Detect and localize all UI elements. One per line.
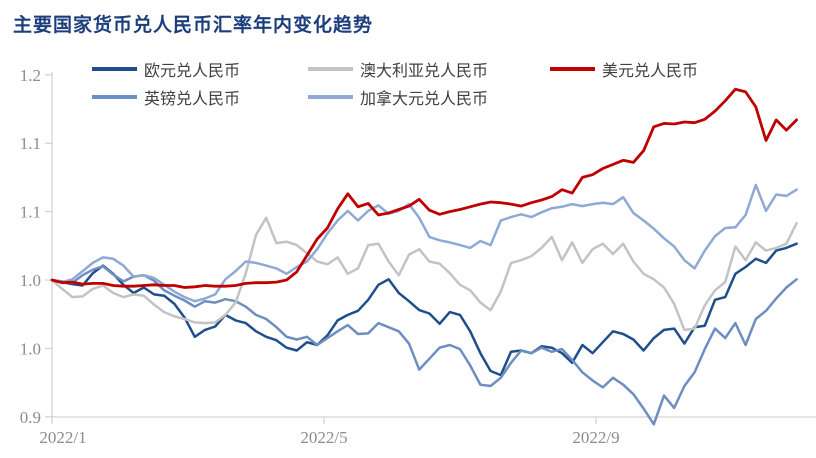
y-tick-label: 0.9 xyxy=(20,408,41,427)
legend-swatch-aud xyxy=(308,67,353,71)
y-tick-label: 1.1 xyxy=(20,134,41,153)
y-tick-label: 1.0 xyxy=(20,271,41,290)
x-tick-label: 2022/5 xyxy=(300,428,347,447)
series-line-cad xyxy=(50,183,798,303)
legend-label-eur: 欧元兑人民币 xyxy=(144,63,241,80)
legend-item-usd: 美元兑人民币 xyxy=(550,59,699,80)
legend-label-gbp: 英镑兑人民币 xyxy=(144,91,241,108)
x-tick-label: 2022/9 xyxy=(572,428,619,447)
legend-swatch-usd xyxy=(550,67,595,71)
series-line-usd xyxy=(50,87,798,289)
y-tick-label: 1.2 xyxy=(20,66,41,85)
legend-swatch-cad xyxy=(308,95,353,99)
legend-item-gbp: 英镑兑人民币 xyxy=(92,87,241,108)
legend-swatch-gbp xyxy=(92,95,137,99)
legend-label-usd: 美元兑人民币 xyxy=(602,63,699,80)
chart-title: 主要国家货币兑人民币汇率年内变化趋势 xyxy=(13,15,374,36)
legend: 欧元兑人民币 澳大利亚兑人民币 美元兑人民币 英镑兑人民币 加拿大元兑人民币 xyxy=(0,0,816,110)
series-line-eur xyxy=(50,242,798,377)
legend-item-eur: 欧元兑人民币 xyxy=(92,59,241,80)
x-tick-label: 2022/1 xyxy=(39,428,86,447)
legend-label-aud: 澳大利亚兑人民币 xyxy=(360,63,489,80)
legend-swatch-eur xyxy=(92,67,137,71)
series-line-gbp xyxy=(50,265,798,426)
series-line-aud xyxy=(50,216,798,332)
y-tick-label: 1.0 xyxy=(20,339,41,358)
legend-label-cad: 加拿大元兑人民币 xyxy=(360,91,489,108)
legend-item-cad: 加拿大元兑人民币 xyxy=(308,87,489,108)
legend-item-aud: 澳大利亚兑人民币 xyxy=(308,59,489,80)
y-tick-label: 1.1 xyxy=(20,203,41,222)
